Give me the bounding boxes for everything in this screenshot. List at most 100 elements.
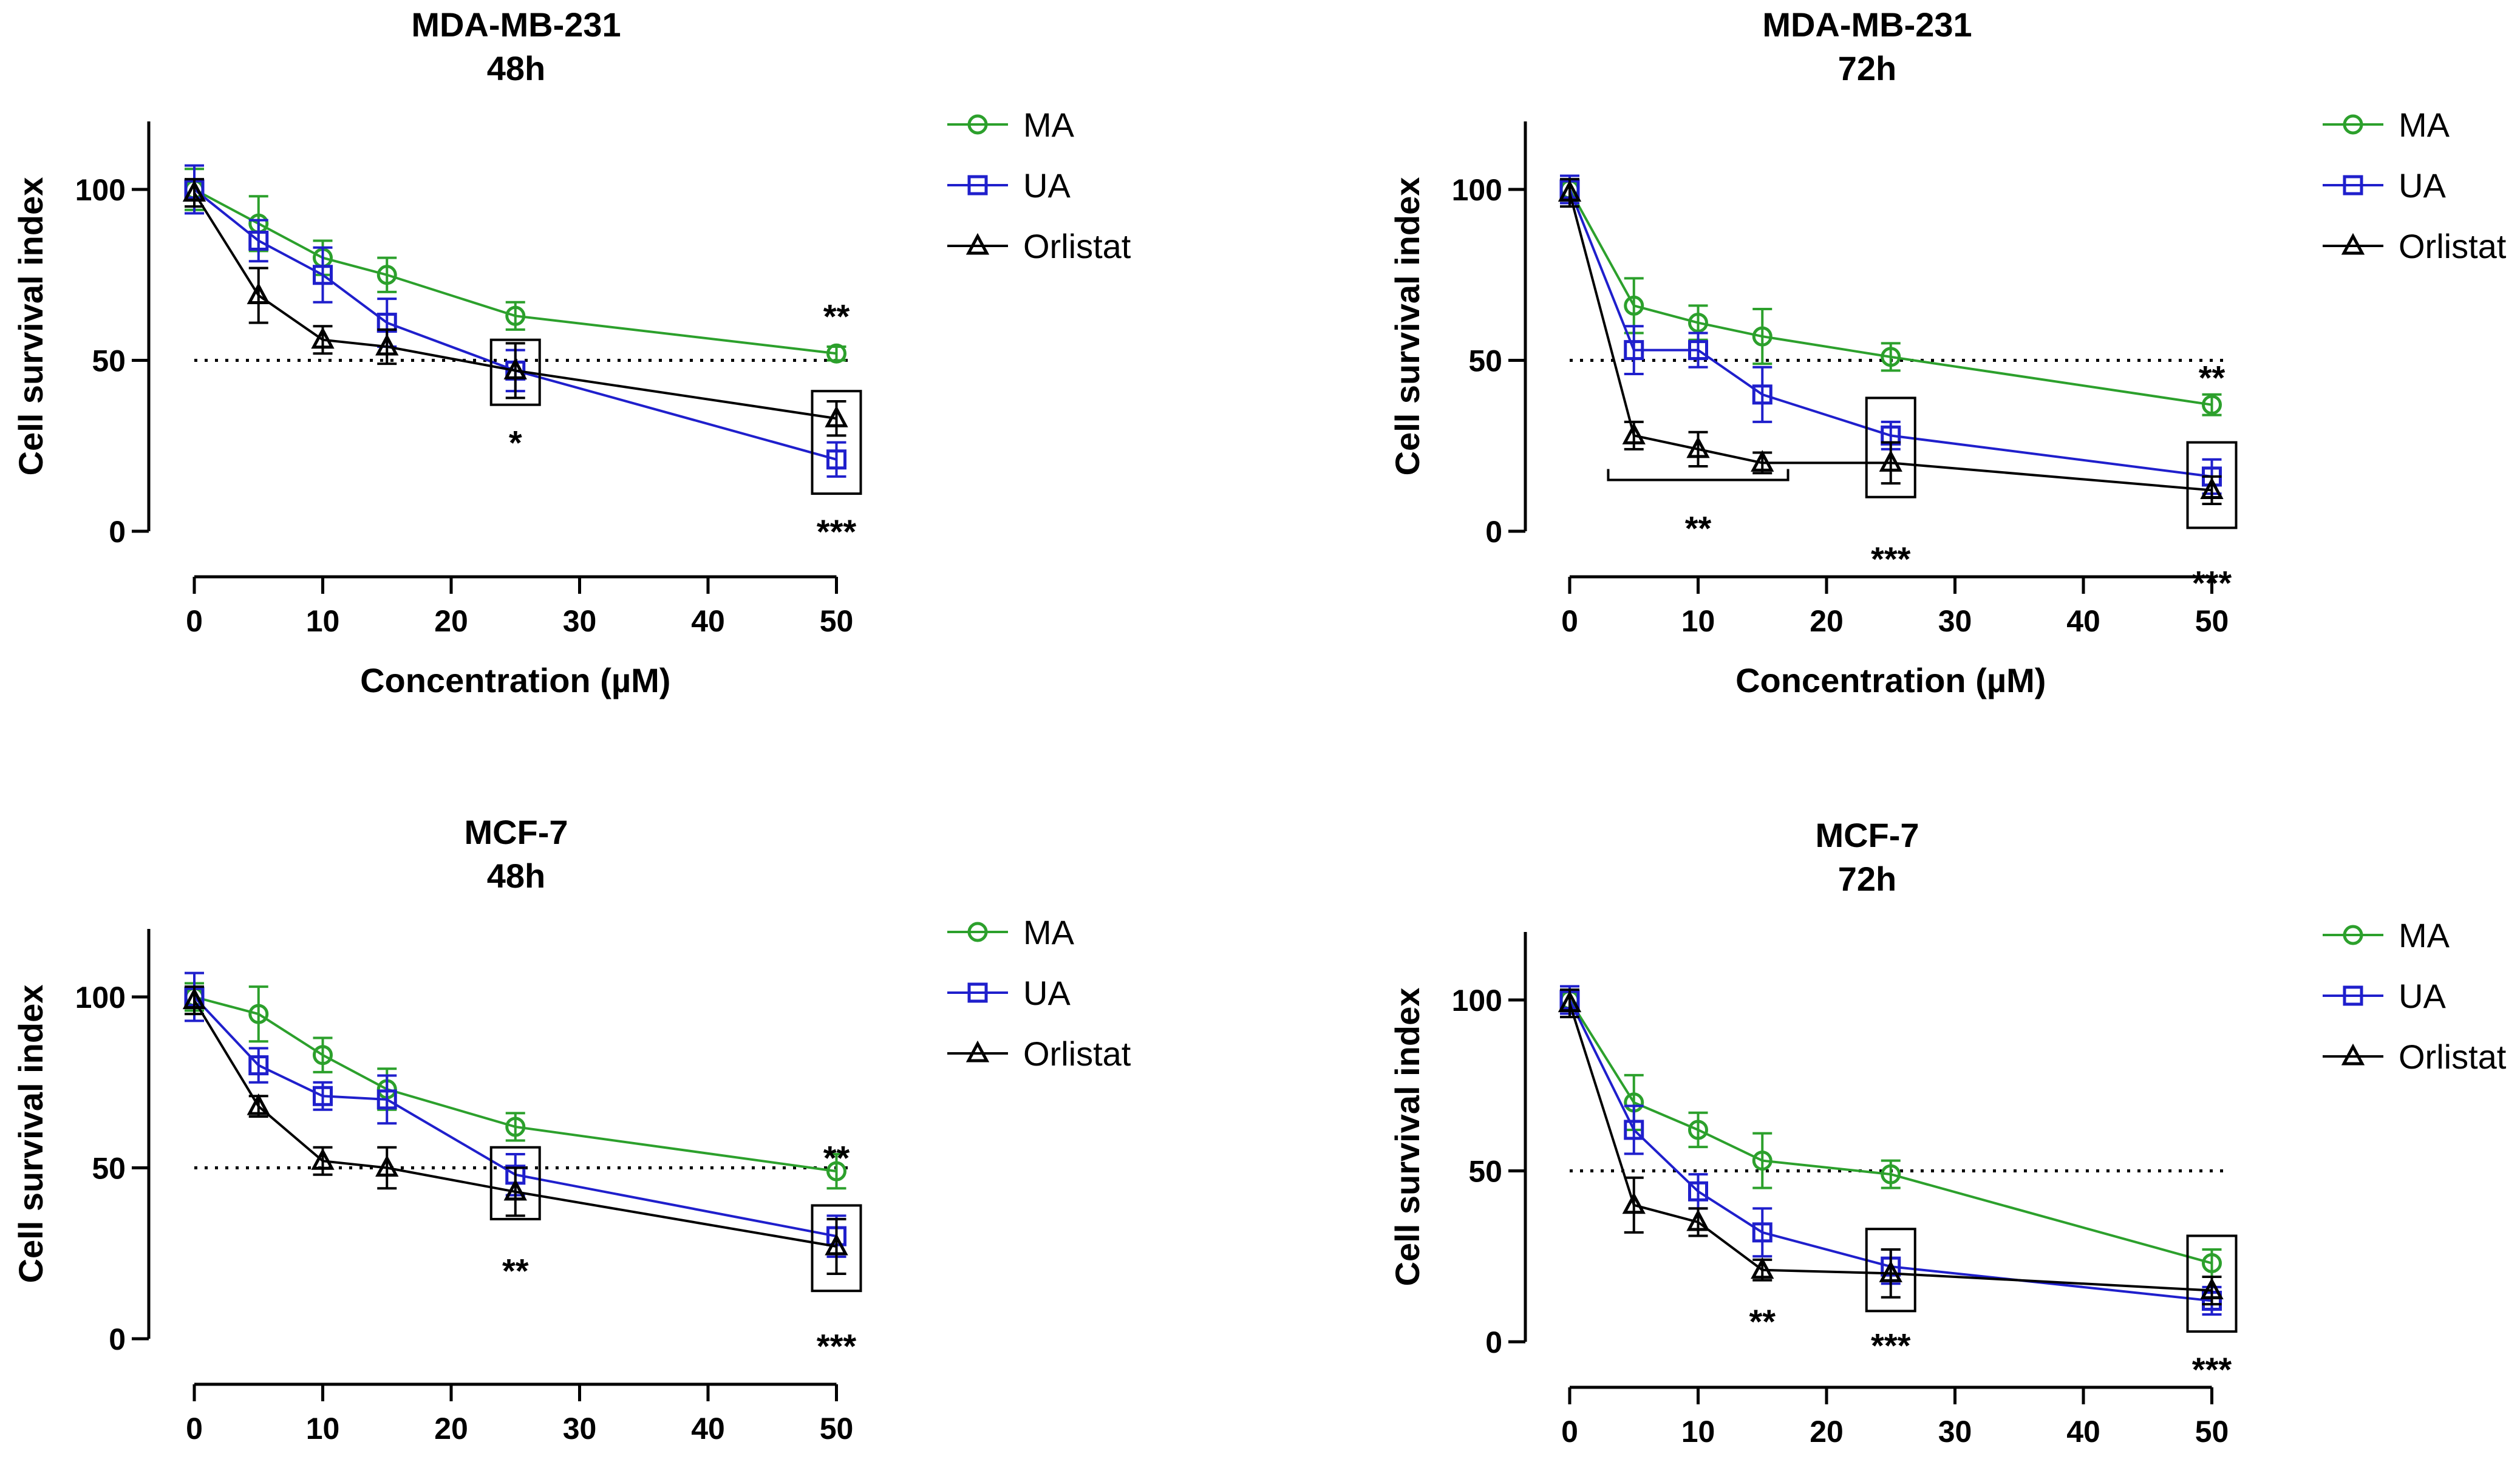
series-ma [1559,174,2222,416]
x-tick-label: 50 [2195,1415,2229,1449]
legend-marker-triangle [965,233,990,255]
legend-marker-square [2343,175,2363,195]
data-point-circle [1688,1120,1708,1140]
data-point-square [376,1089,397,1110]
x-tick-label: 0 [186,604,203,638]
data-point-triangle [503,1178,527,1201]
legend-label: Orlistat [2399,227,2507,265]
x-tick-label: 10 [1681,604,1715,638]
data-point-triangle [1622,423,1646,444]
x-tick-label: 20 [1810,1415,1844,1449]
data-point-circle [313,1045,333,1066]
series-line [193,996,837,1238]
chart-title-time: 48h [487,857,546,895]
y-tick-label: 50 [92,344,126,378]
data-point-triangle [1751,450,1774,472]
data-point-triangle [182,987,206,1010]
data-point-square [313,1086,333,1106]
x-tick-label: 20 [1810,604,1844,638]
data-point-square [248,230,269,251]
data-point-triangle [1558,180,1582,202]
significance-marker: ** [1749,1302,1776,1341]
legend-marker-square [2343,985,2363,1006]
data-point-triangle [825,1233,848,1256]
x-tick-label: 0 [1561,1415,1578,1449]
x-tick-label: 50 [820,604,854,638]
y-tick-label: 50 [1468,344,1502,378]
data-point-square [1752,1222,1773,1243]
chart-title-cell-line: MDA-MB-231 [411,5,621,44]
y-axis-label: Cell survival index [12,177,50,476]
data-point-triangle [311,327,335,349]
series-orlistat [1558,178,2224,505]
legend-marker-triangle [2341,1043,2365,1066]
data-point-triangle [1622,1192,1646,1214]
significance-box [489,338,541,406]
significance-marker: ** [823,297,850,335]
legend-label: MA [2399,106,2450,144]
significance-marker: *** [817,512,857,551]
data-point-square [1688,340,1708,361]
x-tick-label: 10 [306,604,340,638]
y-tick-label: 100 [75,173,126,207]
significance-marker: ** [1685,509,1712,547]
chart-panel-2: MDA-MB-231 72h 0 50 100 Cell survival index 0 1… [1388,5,2507,699]
x-tick-label: 10 [1681,1415,1715,1449]
series-line [194,996,837,1173]
series-orlistat [182,178,848,437]
legend-marker-circle [2343,925,2363,945]
data-point-square [826,449,846,470]
series-line [193,999,837,1248]
legend: MA UA Orlistat [2323,916,2507,1076]
chart-panel-4: MCF-7 72h 0 50 100 Cell survival index 0 10 20 30… [1388,816,2507,1449]
legend-label: Orlistat [1023,1035,1131,1073]
data-point-triangle [375,333,399,356]
data-point-circle [1752,1151,1773,1171]
data-point-triangle [182,180,206,202]
data-point-circle [826,1161,846,1182]
legend-label: Orlistat [2399,1038,2507,1076]
legend-marker-circle [967,114,988,135]
y-tick-label: 0 [1485,1325,1502,1359]
y-tick-label: 100 [1452,173,1502,207]
x-tick-label: 30 [1938,604,1972,638]
x-tick-label: 30 [563,604,597,638]
significance-box [2186,441,2238,529]
x-tick-label: 10 [306,1412,340,1446]
series-line [1568,999,2212,1302]
data-point-triangle [1751,1257,1774,1279]
data-point-circle [1881,347,1901,367]
x-tick-label: 40 [2066,1415,2100,1449]
significance-box [811,1204,862,1293]
legend-label: UA [2399,977,2446,1015]
data-point-square [248,1055,269,1076]
data-point-circle [1688,313,1708,333]
x-tick-label: 40 [691,604,725,638]
series-orlistat [182,985,848,1276]
legend-marker-triangle [965,1040,990,1062]
chart-title-time: 48h [487,49,546,87]
chart-title-time: 72h [1838,860,1897,898]
data-point-circle [1624,295,1644,316]
data-point-triangle [1686,436,1710,458]
series-ma [1559,985,2222,1279]
data-point-triangle [2200,477,2224,499]
legend-label: MA [1023,106,1075,144]
legend: MA UA Orlistat [2323,106,2507,265]
series-ma [184,168,846,364]
data-point-square [1688,1181,1708,1202]
legend-marker-square [967,982,988,1003]
significance-marker: *** [1871,540,1911,578]
data-point-triangle [825,405,848,427]
legend: MA UA Orlistat [947,913,1131,1073]
y-tick-label: 100 [1452,984,1502,1018]
data-point-circle [1752,326,1773,347]
significance-marker: ** [502,1251,529,1290]
data-point-triangle [2200,1277,2224,1300]
data-point-triangle [1686,1209,1710,1231]
significance-box [489,1146,541,1220]
y-tick-label: 50 [1468,1155,1502,1189]
chart-title-time: 72h [1838,49,1897,87]
data-point-square [1624,1120,1644,1140]
